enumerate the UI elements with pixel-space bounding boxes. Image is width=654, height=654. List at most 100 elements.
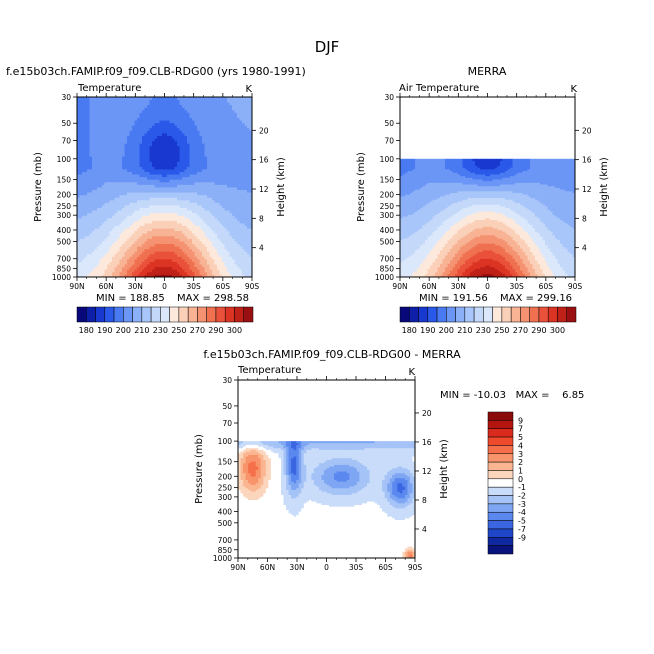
- contour-cell: [142, 243, 145, 247]
- contour-cell: [184, 122, 188, 126]
- contour-cell: [134, 187, 138, 190]
- contour-cell: [207, 140, 210, 144]
- contour-cell: [112, 194, 115, 198]
- contour-cell: [112, 199, 115, 203]
- contour-cell: [162, 253, 165, 257]
- contour-cell: [109, 217, 113, 221]
- contour-cell: [212, 215, 215, 219]
- contour-cell: [177, 166, 180, 170]
- contour-cell: [234, 251, 238, 255]
- contour-cell: [132, 238, 135, 242]
- contour-cell: [124, 125, 128, 129]
- contour-cell: [157, 158, 160, 162]
- contour-cell: [112, 104, 115, 108]
- contour-cell: [117, 143, 120, 147]
- contour-cell: [204, 228, 208, 232]
- contour-cell: [174, 205, 178, 208]
- contour-cell: [79, 104, 83, 108]
- contour-cell: [209, 238, 213, 242]
- contour-cell: [227, 205, 230, 208]
- contour-cell: [202, 130, 205, 134]
- contour-cell: [144, 135, 148, 139]
- contour-cell: [154, 225, 158, 229]
- contour-cell: [112, 259, 115, 262]
- contour-cell: [167, 243, 170, 247]
- contour-cell: [224, 228, 228, 232]
- contour-cell: [92, 251, 95, 255]
- contour-cell: [122, 125, 125, 129]
- contour-cell: [247, 112, 250, 116]
- contour-cell: [224, 199, 228, 203]
- contour-cell: [207, 112, 210, 116]
- contour-cell: [199, 153, 203, 157]
- contour-cell: [132, 197, 135, 201]
- contour-cell: [249, 246, 253, 250]
- contour-cell: [197, 151, 200, 154]
- contour-cell: [229, 259, 233, 262]
- contour-cell: [212, 259, 215, 262]
- contour-cell: [154, 138, 158, 142]
- contour-cell: [114, 217, 118, 221]
- contour-cell: [184, 97, 188, 100]
- contour-cell: [169, 230, 173, 234]
- contour-cell: [202, 145, 205, 149]
- contour-cell: [164, 151, 168, 154]
- contour-cell: [179, 153, 183, 157]
- contour-cell: [217, 151, 220, 154]
- contour-cell: [87, 259, 90, 262]
- contour-cell: [244, 161, 248, 165]
- contour-cell: [139, 135, 143, 139]
- contour-cell: [237, 230, 240, 234]
- contour-cell: [187, 122, 190, 126]
- contour-cell: [139, 199, 143, 203]
- contour-cell: [177, 235, 180, 239]
- contour-cell: [159, 163, 163, 167]
- contour-cell: [207, 181, 210, 185]
- contour-cell: [89, 220, 93, 224]
- contour-cell: [97, 138, 100, 142]
- contour-cell: [132, 251, 135, 255]
- contour-cell: [82, 138, 85, 142]
- contour-cell: [179, 256, 183, 260]
- contour-cell: [132, 256, 135, 260]
- contour-cell: [82, 145, 85, 149]
- contour-cell: [129, 251, 133, 255]
- contour-cell: [107, 158, 110, 162]
- contour-cell: [192, 161, 195, 165]
- contour-cell: [94, 171, 98, 175]
- contour-cell: [169, 233, 173, 237]
- contour-cell: [177, 120, 180, 124]
- contour-cell: [207, 256, 210, 260]
- contour-cell: [144, 243, 148, 247]
- contour-cell: [109, 169, 113, 172]
- contour-cell: [197, 202, 200, 206]
- contour-cell: [232, 135, 235, 139]
- contour-cell: [239, 235, 243, 239]
- contour-cell: [204, 112, 208, 116]
- contour-cell: [139, 130, 143, 134]
- contour-cell: [194, 117, 198, 121]
- contour-cell: [189, 207, 193, 211]
- contour-cell: [154, 99, 158, 103]
- contour-cell: [242, 135, 245, 139]
- contour-cell: [89, 176, 93, 180]
- contour-cell: [129, 99, 133, 103]
- contour-cell: [227, 122, 230, 126]
- contour-cell: [89, 115, 93, 118]
- contour-cell: [114, 256, 118, 260]
- contour-cell: [214, 207, 218, 211]
- contour-cell: [179, 264, 183, 268]
- contour-cell: [127, 217, 130, 221]
- contour-cell: [194, 138, 198, 142]
- contour-cell: [159, 264, 163, 268]
- contour-cell: [179, 156, 183, 160]
- contour-cell: [172, 202, 175, 206]
- contour-cell: [99, 176, 103, 180]
- contour-cell: [99, 197, 103, 201]
- contour-cell: [92, 130, 95, 134]
- contour-cell: [232, 166, 235, 170]
- contour-cell: [172, 133, 175, 136]
- contour-cell: [162, 130, 165, 134]
- contour-cell: [224, 171, 228, 175]
- contour-cell: [99, 253, 103, 257]
